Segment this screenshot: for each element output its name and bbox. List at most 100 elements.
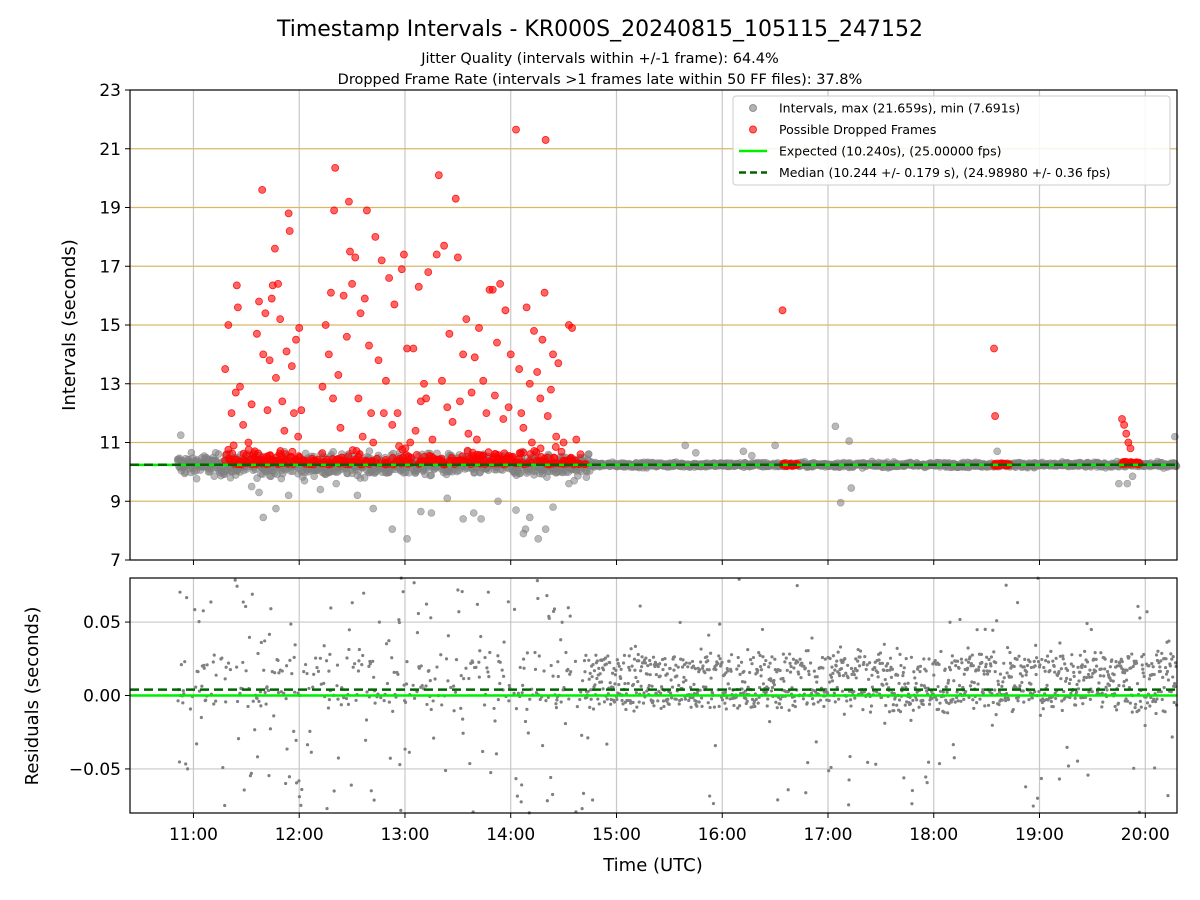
- residual-point: [589, 697, 593, 701]
- residual-point: [1074, 703, 1078, 707]
- residual-point: [486, 590, 490, 594]
- residual-point: [1024, 785, 1028, 789]
- residual-point: [276, 658, 280, 663]
- residual-point: [563, 721, 568, 726]
- residual-point: [290, 672, 294, 676]
- residual-point: [591, 662, 595, 667]
- dropped-frame-point: [292, 335, 300, 344]
- residual-point: [779, 705, 784, 710]
- dropped-frame-point: [374, 356, 383, 365]
- residual-point: [514, 777, 518, 781]
- residual-point: [1100, 705, 1104, 709]
- residual-point: [371, 659, 375, 663]
- residual-point: [897, 698, 902, 702]
- dropped-frame-point: [259, 350, 268, 359]
- residual-point: [712, 705, 717, 709]
- dropped-frame-point: [287, 362, 296, 371]
- residual-point: [738, 704, 742, 708]
- residual-point: [615, 697, 619, 702]
- residual-point: [806, 648, 810, 653]
- residual-point: [829, 765, 833, 770]
- residual-point: [883, 677, 887, 682]
- residual-point: [392, 670, 396, 674]
- residual-point: [1153, 766, 1157, 770]
- dropped-frame-point: [227, 409, 236, 418]
- residual-point: [1108, 665, 1112, 669]
- residual-point: [176, 699, 180, 703]
- residual-point: [982, 672, 986, 676]
- residual-point: [533, 650, 537, 655]
- residual-point: [496, 697, 500, 702]
- residual-point: [474, 665, 478, 669]
- residual-point: [1060, 708, 1064, 713]
- residual-point: [615, 658, 619, 662]
- residual-point: [848, 698, 853, 702]
- residual-point: [773, 657, 777, 661]
- residual-point: [397, 618, 401, 622]
- residual-point: [1058, 641, 1062, 645]
- dropped-frame-point: [552, 432, 561, 441]
- residual-point: [566, 667, 570, 672]
- residual-point: [672, 655, 677, 659]
- residual-point: [762, 662, 766, 667]
- residual-point: [581, 791, 586, 795]
- residual-point: [828, 656, 832, 661]
- residual-point: [259, 704, 263, 708]
- residual-point: [567, 697, 571, 701]
- dropped-frame-point: [422, 394, 431, 403]
- residual-point: [520, 783, 524, 787]
- residual-point: [1135, 682, 1140, 686]
- dropped-frame-point: [1122, 429, 1131, 438]
- residual-point: [930, 696, 934, 700]
- residual-point: [868, 710, 873, 714]
- residual-point: [885, 682, 889, 686]
- dropped-frame-point: [334, 371, 343, 379]
- residual-point: [1103, 667, 1107, 671]
- residual-point: [1054, 696, 1058, 701]
- dropped-frame-point: [547, 385, 555, 394]
- dropped-frame-point: [253, 329, 261, 338]
- residual-point: [806, 761, 810, 765]
- residual-point: [597, 702, 601, 706]
- intervals-y-axis: 7 9 11 13 15 17 19 21 23: [99, 81, 130, 571]
- residual-point: [1104, 685, 1108, 689]
- residual-point: [1065, 668, 1070, 672]
- residual-point: [663, 657, 667, 661]
- residual-point: [643, 661, 648, 665]
- dropped-frame-point: [464, 429, 473, 438]
- residual-point: [1072, 674, 1076, 679]
- residual-point: [681, 658, 685, 662]
- residual-point: [1151, 665, 1155, 669]
- residual-point: [823, 657, 827, 661]
- residual-point: [707, 668, 711, 672]
- dropped-frame-point: [385, 274, 394, 282]
- residual-point: [975, 701, 979, 705]
- dropped-frame-point: [265, 356, 274, 365]
- residual-point: [1054, 656, 1058, 660]
- residual-point: [552, 607, 557, 611]
- residual-point: [640, 665, 644, 669]
- residual-point: [906, 681, 910, 685]
- chart-title: Timestamp Intervals - KR000S_20240815_10…: [276, 17, 923, 42]
- interval-point: [247, 482, 256, 491]
- residual-point: [684, 678, 688, 682]
- residual-point: [658, 674, 662, 678]
- dropped-frame-point: [288, 447, 297, 456]
- residual-point: [987, 669, 992, 673]
- residual-point: [606, 654, 610, 658]
- residual-point: [788, 652, 792, 656]
- residual-point: [1015, 657, 1019, 661]
- residual-point: [1103, 657, 1107, 661]
- dropped-frame-point: [515, 365, 524, 373]
- residual-point: [651, 699, 655, 703]
- residual-point: [793, 704, 797, 709]
- residual-point: [405, 660, 409, 664]
- residual-point: [364, 718, 369, 722]
- residual-point: [743, 680, 747, 684]
- residual-point: [1142, 674, 1146, 679]
- residual-point: [768, 720, 772, 724]
- residual-point: [1170, 735, 1174, 739]
- residual-point: [1029, 682, 1033, 686]
- dropped-frame-point: [351, 253, 360, 262]
- residual-point: [756, 668, 760, 672]
